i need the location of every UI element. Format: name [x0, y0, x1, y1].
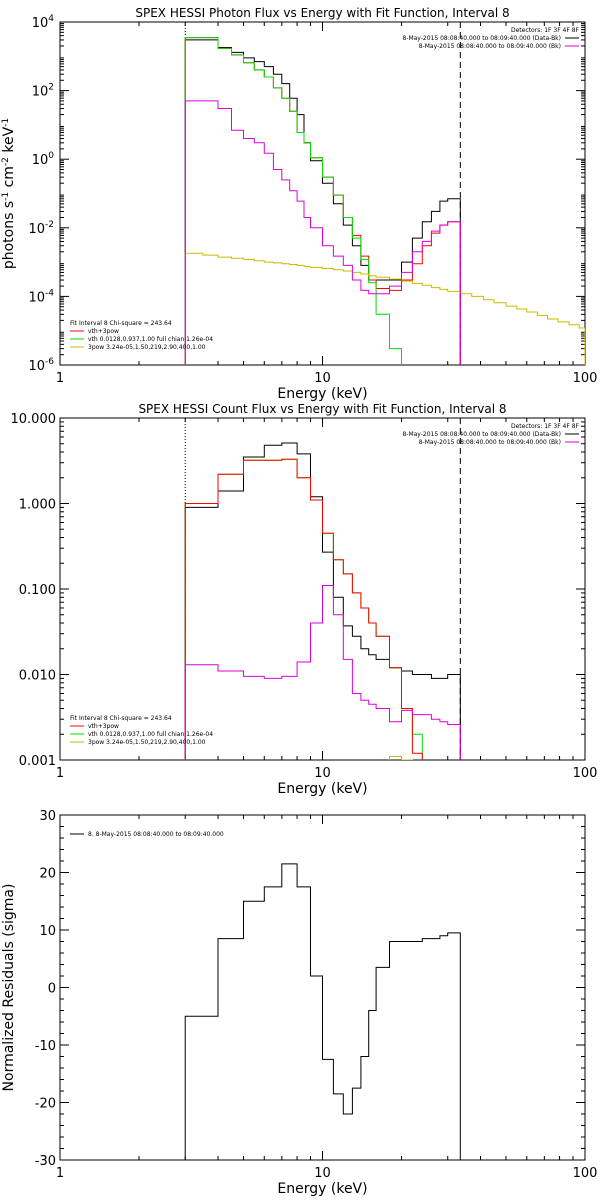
legend-fit-header: Fit Interval 8 Chi-square = 243.64 — [70, 715, 172, 722]
y-tick-mantissa: 10 — [32, 16, 49, 31]
legend-entry-label: 8-May-2015 08:08:40.000 to 08:09:40.000 … — [402, 35, 561, 42]
y-axis-label-part: cm — [1, 166, 17, 192]
x-tick-label: 100 — [573, 371, 598, 386]
legend-entry-label: 8-May-2015 08:08:40.000 to 08:09:40.000 … — [402, 431, 561, 438]
y-tick-exponent: 4 — [48, 14, 54, 24]
y-axis-label: photons s-1 cm-2 keV-1 — [1, 118, 17, 269]
series-line-4 — [184, 100, 461, 365]
x-tick-label: 100 — [573, 766, 598, 781]
legend-fit-label: vth+3pow — [88, 723, 119, 730]
x-tick-label: 10 — [314, 766, 331, 781]
panel-residuals: 1 10 100 Energy (keV) -30 -20 -10 0 10 20 30 Normal… — [1, 809, 597, 1197]
legend-entry-label: 8-May-2015 08:08:40.000 to 08:09:40.000 … — [419, 43, 561, 50]
legend-fit-header: Fit Interval 8 Chi-square = 243.64 — [70, 320, 172, 327]
y-tick-label: 10 — [39, 924, 56, 939]
x-tick-label: 10 — [314, 371, 331, 386]
y-tick-label: 10-2 — [28, 220, 54, 237]
legend-fit-label: vth 0.0128,0.937,1.00 full chian 1.26e-0… — [88, 731, 213, 738]
legend-entry-label: 8-May-2015 08:08:40.000 to 08:09:40.000 … — [419, 439, 561, 446]
series-line-0 — [184, 863, 461, 1160]
y-tick-label: 10.000 — [11, 412, 57, 427]
legend-residual-label: 8. 8-May-2015 08:08:40.000 to 08:09:40.0… — [88, 831, 224, 838]
series-line-4 — [184, 585, 461, 760]
x-axis-label: Energy (keV) — [277, 781, 367, 797]
series-line-3 — [184, 252, 585, 365]
y-axis-label-part: photons s — [1, 201, 17, 269]
y-tick-mantissa: 10 — [32, 153, 49, 168]
y-tick-label: -30 — [35, 1154, 56, 1169]
y-tick-label: 20 — [39, 867, 56, 882]
y-axis-label-part: keV — [1, 126, 17, 157]
y-axis-label-part: -1 — [1, 118, 11, 127]
plot-area — [184, 863, 461, 1160]
legend-fit-label: vth+3pow — [88, 328, 119, 335]
series-line-0 — [184, 442, 461, 760]
series-line-2 — [184, 458, 423, 760]
series-line-2 — [184, 37, 402, 365]
y-tick-label: 0 — [48, 982, 56, 997]
x-tick-label: 100 — [573, 1166, 598, 1181]
x-axis-label: Energy (keV) — [277, 386, 367, 402]
legend-fit-label: 3pow 3.24e-05,1.50,219,2.90,400,1.00 — [88, 344, 206, 351]
y-tick-label: 10-6 — [28, 357, 54, 374]
y-tick-exponent: 0 — [48, 151, 54, 161]
y-tick-exponent: 2 — [48, 83, 54, 93]
y-axis-label-part: -1 — [1, 192, 11, 201]
y-tick-label: 1.000 — [19, 498, 56, 513]
y-tick-label: 100 — [32, 151, 55, 168]
legend-detectors: Detectors: 1F 3F 4F 8F — [511, 423, 580, 430]
plot-frame — [59, 21, 586, 366]
y-tick-label: 0.100 — [19, 583, 56, 598]
y-tick-mantissa: 10 — [32, 85, 49, 100]
x-tick-label: 1 — [56, 1166, 64, 1181]
legend-detectors: Detectors: 1F 3F 4F 8F — [511, 27, 580, 34]
y-tick-label: -20 — [35, 1097, 56, 1112]
legend-fit-label: vth 0.0128,0.937,1.00 full chian 1.26e-0… — [88, 336, 213, 343]
y-tick-exponent: -4 — [45, 288, 54, 298]
x-tick-label: 10 — [314, 1166, 331, 1181]
panel-photon: SPEX HESSI Photon Flux vs Energy with Fi… — [1, 6, 598, 402]
panel-count: SPEX HESSI Count Flux vs Energy with Fit… — [11, 402, 598, 797]
plot-area — [184, 418, 461, 760]
chart-title: SPEX HESSI Photon Flux vs Energy with Fi… — [135, 6, 509, 20]
x-tick-label: 1 — [56, 766, 64, 781]
x-axis-label: Energy (keV) — [277, 1181, 367, 1197]
chart-title: SPEX HESSI Count Flux vs Energy with Fit… — [138, 402, 506, 416]
y-tick-exponent: -2 — [45, 220, 54, 230]
y-tick-label: 102 — [32, 83, 54, 100]
x-tick-label: 1 — [56, 371, 64, 386]
series-line-0 — [184, 39, 461, 365]
series-line-3 — [389, 756, 413, 760]
y-axis-label-part: -2 — [1, 157, 11, 166]
y-tick-label: 0.001 — [19, 754, 56, 769]
y-tick-mantissa: 10 — [28, 359, 45, 374]
y-tick-mantissa: 10 — [28, 290, 45, 305]
y-axis-label: Normalized Residuals (sigma) — [1, 884, 17, 1092]
legend-fit-label: 3pow 3.24e-05,1.50,219,2.90,400,1.00 — [88, 739, 206, 746]
y-tick-label: -10 — [35, 1039, 56, 1054]
y-tick-exponent: -6 — [45, 357, 54, 367]
series-line-1 — [184, 458, 423, 760]
y-tick-label: 30 — [39, 809, 56, 824]
y-tick-label: 10-4 — [28, 288, 54, 305]
y-tick-mantissa: 10 — [28, 222, 45, 237]
plot-area — [184, 22, 585, 365]
y-tick-label: 104 — [32, 14, 55, 31]
y-tick-label: 0.010 — [19, 669, 56, 684]
